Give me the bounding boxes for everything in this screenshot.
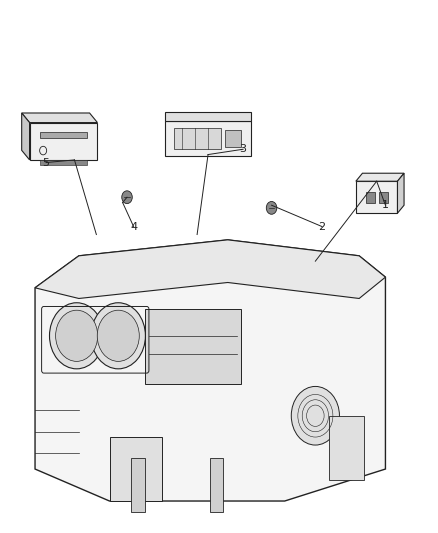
Bar — [110, 437, 162, 501]
Circle shape — [266, 201, 277, 214]
Text: 4: 4 — [130, 222, 137, 231]
Polygon shape — [356, 173, 404, 181]
Text: 3: 3 — [240, 144, 247, 154]
Bar — [145, 309, 241, 384]
Bar — [165, 122, 251, 156]
Bar — [40, 160, 87, 165]
Bar — [40, 132, 87, 138]
Circle shape — [97, 310, 139, 361]
Bar — [29, 123, 97, 160]
Polygon shape — [35, 240, 385, 501]
Circle shape — [49, 303, 104, 369]
Bar — [131, 458, 145, 512]
Text: 2: 2 — [318, 222, 325, 231]
Text: 5: 5 — [42, 158, 49, 167]
Polygon shape — [35, 240, 385, 298]
Text: 1: 1 — [382, 200, 389, 210]
Circle shape — [291, 386, 339, 445]
Bar — [366, 191, 375, 203]
Polygon shape — [398, 173, 404, 213]
Bar — [328, 416, 364, 480]
Bar — [356, 181, 398, 213]
Polygon shape — [21, 113, 97, 123]
Polygon shape — [21, 113, 29, 160]
Polygon shape — [165, 112, 251, 122]
Bar — [210, 458, 223, 512]
Circle shape — [91, 303, 145, 369]
Bar — [174, 128, 221, 149]
Circle shape — [56, 310, 98, 361]
Circle shape — [122, 191, 132, 204]
Bar — [225, 130, 240, 147]
Bar — [379, 191, 388, 203]
